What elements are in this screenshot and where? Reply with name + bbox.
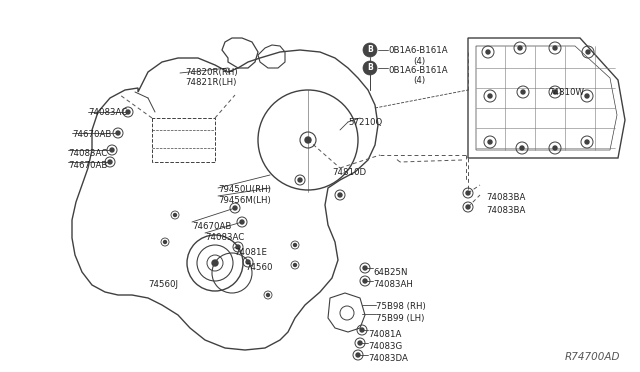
Text: 74081E: 74081E xyxy=(234,248,267,257)
Text: 74081A: 74081A xyxy=(368,330,401,339)
Text: 74560J: 74560J xyxy=(148,280,178,289)
Text: 74820R(RH): 74820R(RH) xyxy=(185,68,237,77)
Text: 74560: 74560 xyxy=(245,263,273,272)
Text: 74670AB: 74670AB xyxy=(72,130,111,139)
Circle shape xyxy=(488,94,492,98)
Text: 74083AC: 74083AC xyxy=(68,149,108,158)
Text: 74810W: 74810W xyxy=(548,88,584,97)
Text: 0B1A6-B161A: 0B1A6-B161A xyxy=(388,66,447,75)
Text: (4): (4) xyxy=(413,57,425,66)
Text: B: B xyxy=(367,64,373,73)
Circle shape xyxy=(110,148,114,152)
Text: 64B25N: 64B25N xyxy=(373,268,408,277)
Text: 74810D: 74810D xyxy=(332,168,366,177)
Circle shape xyxy=(126,110,130,114)
Circle shape xyxy=(363,279,367,283)
Circle shape xyxy=(518,46,522,50)
Text: 74670AB: 74670AB xyxy=(68,161,108,170)
Text: 79450U(RH): 79450U(RH) xyxy=(218,185,271,194)
Circle shape xyxy=(553,90,557,94)
Text: 74083BA: 74083BA xyxy=(486,193,525,202)
Text: 75B98 (RH): 75B98 (RH) xyxy=(376,302,426,311)
Text: 74670AB: 74670AB xyxy=(192,222,232,231)
Circle shape xyxy=(363,43,377,57)
Circle shape xyxy=(240,220,244,224)
Circle shape xyxy=(486,50,490,54)
Circle shape xyxy=(116,131,120,135)
Text: 74083AC: 74083AC xyxy=(88,108,127,117)
Text: 79456M(LH): 79456M(LH) xyxy=(218,196,271,205)
Circle shape xyxy=(553,146,557,150)
Circle shape xyxy=(363,266,367,270)
Circle shape xyxy=(521,90,525,94)
Text: B: B xyxy=(367,45,373,55)
Circle shape xyxy=(266,294,269,296)
Circle shape xyxy=(212,260,218,266)
Circle shape xyxy=(236,245,240,249)
Circle shape xyxy=(305,137,311,143)
Circle shape xyxy=(553,46,557,50)
Circle shape xyxy=(338,193,342,197)
Text: 74821R(LH): 74821R(LH) xyxy=(185,78,236,87)
Text: (4): (4) xyxy=(413,76,425,85)
Circle shape xyxy=(294,244,296,247)
Circle shape xyxy=(586,50,590,54)
Circle shape xyxy=(163,241,166,244)
Circle shape xyxy=(358,341,362,345)
Text: 74083DA: 74083DA xyxy=(368,354,408,363)
Text: 74083G: 74083G xyxy=(368,342,403,351)
Circle shape xyxy=(585,94,589,98)
Circle shape xyxy=(360,328,364,332)
Circle shape xyxy=(520,146,524,150)
Circle shape xyxy=(466,191,470,195)
Circle shape xyxy=(363,61,377,75)
Text: 74083BA: 74083BA xyxy=(486,206,525,215)
Circle shape xyxy=(356,353,360,357)
Text: R74700AD: R74700AD xyxy=(564,352,620,362)
Circle shape xyxy=(294,263,296,266)
Text: 74083AC: 74083AC xyxy=(205,233,244,242)
Text: 0B1A6-B161A: 0B1A6-B161A xyxy=(388,46,447,55)
Circle shape xyxy=(233,206,237,210)
Circle shape xyxy=(585,140,589,144)
Circle shape xyxy=(246,260,250,264)
Text: 57210Q: 57210Q xyxy=(348,118,382,127)
Circle shape xyxy=(488,140,492,144)
Circle shape xyxy=(466,205,470,209)
Circle shape xyxy=(173,214,177,217)
Circle shape xyxy=(298,178,302,182)
Text: 75B99 (LH): 75B99 (LH) xyxy=(376,314,424,323)
Circle shape xyxy=(108,160,112,164)
Text: 74083AH: 74083AH xyxy=(373,280,413,289)
